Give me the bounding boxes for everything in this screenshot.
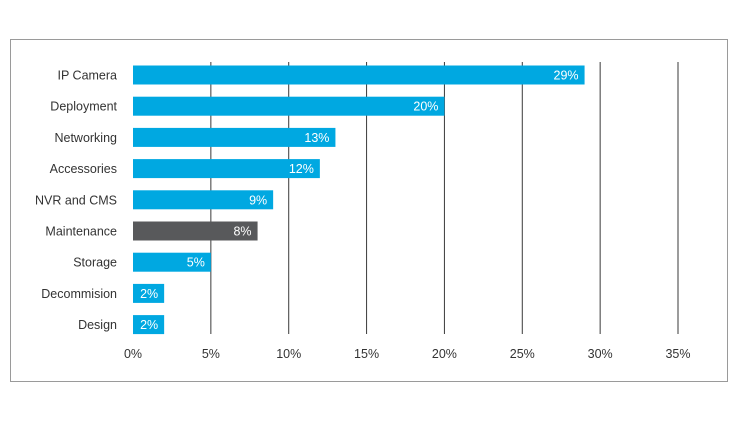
category-labels: IP Camera Deployment Networking Accessories… [35,69,118,333]
bar-value-label: 5% [187,256,205,270]
bar [133,252,211,272]
bar-value-label: 2% [140,318,158,332]
bar-value-label: 8% [233,225,251,239]
bar-value-label: 2% [140,287,158,301]
x-tick-label: 25% [510,347,535,361]
bar-value-label: 20% [413,100,438,114]
bar [133,159,320,179]
category-label: Maintenance [45,225,117,239]
bar-value-label: 12% [289,162,314,176]
bar [133,221,258,241]
x-tick-label: 0% [124,347,142,361]
category-label: Design [78,318,117,332]
category-label: Deployment [50,100,117,114]
category-label: Accessories [50,162,117,176]
x-tick-label: 35% [665,347,690,361]
category-label: Storage [73,256,117,270]
bar [133,96,445,116]
bar [133,65,585,85]
category-label: Networking [54,131,117,145]
category-label: IP Camera [57,69,117,83]
category-label: NVR and CMS [35,193,117,207]
bars [133,65,585,335]
x-tick-label: 5% [202,347,220,361]
chart-frame [10,39,728,382]
x-tick-labels: 0% 5% 10% 15% 20% 25% 30% 35% [124,347,691,361]
x-tick-label: 15% [354,347,379,361]
x-tick-label: 20% [432,347,457,361]
category-label: Decommision [41,287,117,301]
bar [133,315,165,335]
bar [133,283,165,303]
x-tick-label: 10% [276,347,301,361]
x-tick-label: 30% [588,347,613,361]
bar-value-label: 29% [554,69,579,83]
bar-value-label: 9% [249,193,267,207]
value-labels: 29% 20% 13% 12% 9% 8% 5% 2% 2% [140,69,579,333]
bar [133,127,336,147]
bar-value-label: 13% [304,131,329,145]
bar [133,190,274,210]
